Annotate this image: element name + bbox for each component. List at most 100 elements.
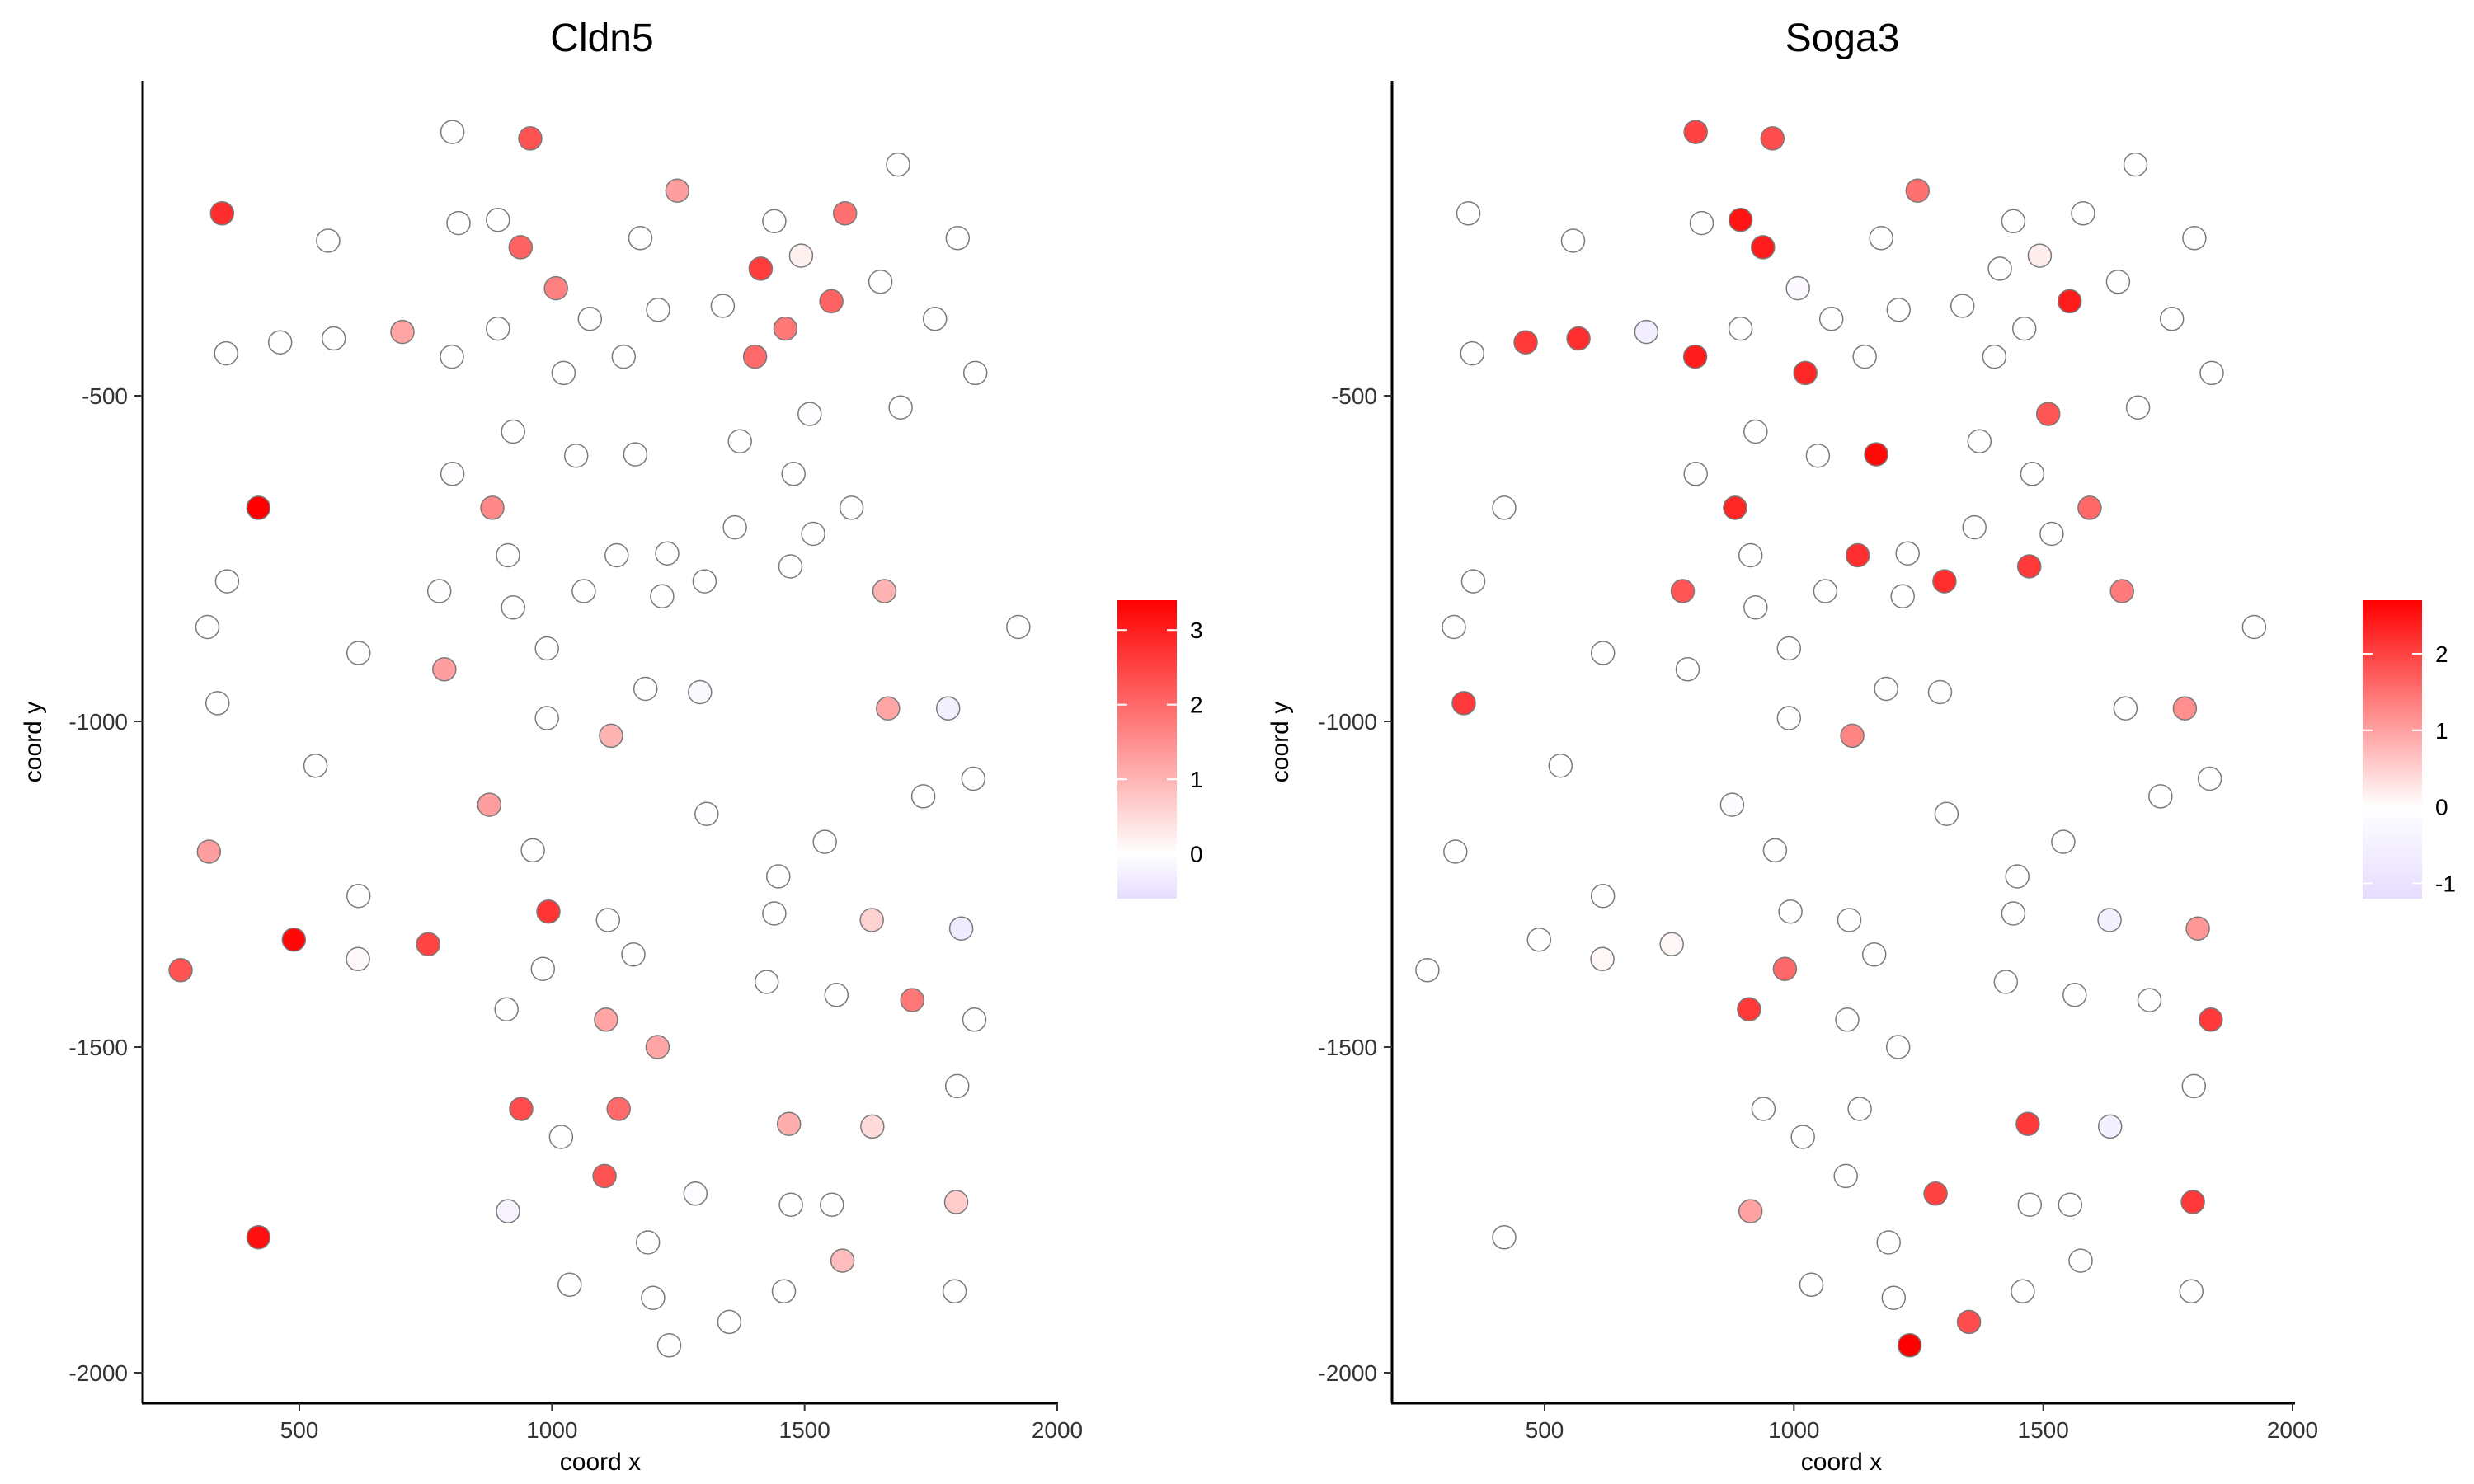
chart-title: Cldn5	[550, 16, 653, 60]
data-point	[440, 462, 465, 486]
x-axis-label: coord x	[1801, 1449, 1882, 1476]
data-point	[1719, 792, 1745, 817]
data-point	[962, 360, 988, 386]
data-point	[501, 419, 525, 444]
data-point	[945, 226, 971, 251]
data-point	[1790, 1125, 1815, 1149]
data-point	[1778, 899, 1803, 924]
data-point	[2071, 201, 2095, 226]
data-point	[778, 1192, 803, 1217]
panel-soga3: Soga3 500 1000 1500 2000 -500 -1000 -1500 -200…	[1267, 16, 2456, 1476]
data-point	[1845, 542, 1870, 568]
data-point	[346, 883, 371, 909]
data-point	[2058, 1192, 2083, 1217]
data-point	[1886, 297, 1912, 322]
data-point	[812, 829, 837, 854]
data-point	[2051, 829, 2076, 854]
data-point	[1762, 838, 1788, 863]
colorbar-tick-label: 1	[2435, 718, 2448, 744]
chart-title: Soga3	[1785, 16, 1900, 60]
data-point	[2109, 579, 2134, 603]
data-point	[1456, 201, 1481, 226]
data-point	[2199, 360, 2224, 386]
data-point	[246, 1224, 271, 1250]
data-point	[1590, 946, 1615, 972]
data-point	[606, 1097, 631, 1121]
data-point	[316, 228, 341, 253]
colorbar-gradient	[2363, 600, 2422, 899]
colorbar-tick-label: 0	[2435, 795, 2448, 820]
data-point	[432, 657, 457, 682]
data-point	[2199, 1007, 2223, 1032]
data-point	[2185, 916, 2210, 941]
data-point	[860, 1114, 885, 1139]
data-point	[2011, 1279, 2035, 1304]
colorbar-ticks: -1 0 1 2	[2363, 641, 2456, 896]
data-point	[486, 316, 510, 341]
y-tick-label: -1500	[68, 1035, 128, 1060]
data-point	[2125, 395, 2151, 420]
data-point	[2113, 696, 2138, 721]
data-point	[943, 1190, 969, 1214]
data-point	[1847, 1097, 1872, 1121]
panel-cldn5: Cldn5 500 1000 1500 2000 -500 -1000 -1500 -200…	[20, 16, 1203, 1476]
data-point	[2035, 402, 2061, 426]
x-tick-label: 1500	[2018, 1417, 2069, 1443]
data-point	[742, 344, 768, 369]
data-point	[635, 1230, 661, 1255]
data-point	[797, 402, 822, 426]
data-point	[2005, 864, 2030, 889]
data-point	[2001, 901, 2026, 926]
data-point	[1451, 691, 1476, 716]
x-tick-label: 500	[1526, 1417, 1564, 1443]
data-point	[824, 983, 849, 1007]
colorbar-tick-label: -1	[2435, 871, 2456, 896]
data-point	[1874, 676, 1898, 702]
data-point	[1905, 178, 1931, 203]
data-point	[486, 207, 510, 232]
data-point	[1492, 1224, 1517, 1250]
y-tick-label: -1000	[1318, 709, 1377, 735]
data-point	[1897, 1333, 1922, 1358]
data-point	[520, 838, 545, 863]
data-point	[2181, 1073, 2207, 1099]
data-point	[2097, 1114, 2123, 1139]
x-tick-label: 1000	[526, 1417, 577, 1443]
data-point	[727, 429, 752, 454]
data-point	[346, 641, 371, 665]
data-point	[1799, 1272, 1824, 1298]
data-point	[426, 579, 452, 603]
data-point	[944, 1073, 970, 1099]
data-point	[722, 514, 747, 540]
data-point	[1460, 569, 1486, 594]
data-point	[321, 326, 346, 351]
data-point	[948, 916, 974, 941]
data-point	[839, 495, 864, 520]
data-point	[748, 256, 774, 281]
y-ticks: -500 -1000 -1500 -2000	[1318, 383, 1392, 1386]
data-point	[2077, 495, 2102, 520]
data-point	[645, 1035, 670, 1059]
data-point	[1956, 1309, 1982, 1335]
data-point	[1881, 1285, 1907, 1310]
data-point	[508, 235, 534, 260]
data-point	[1793, 360, 1818, 386]
data-point	[1876, 1230, 1901, 1255]
data-point	[692, 569, 717, 594]
data-point	[1861, 942, 1887, 967]
data-point	[623, 442, 648, 467]
data-point	[1634, 319, 1659, 345]
data-point	[1590, 641, 1616, 665]
data-point	[2020, 462, 2045, 486]
data-point	[1738, 542, 1763, 568]
data-point	[1590, 883, 1616, 909]
data-point	[246, 495, 271, 520]
data-point	[1751, 1097, 1776, 1121]
data-point	[2182, 226, 2207, 251]
data-point	[1840, 723, 1865, 749]
data-point	[1743, 595, 1768, 620]
x-tick-label: 2000	[1032, 1417, 1083, 1443]
data-point	[766, 864, 791, 889]
data-point	[530, 956, 556, 981]
data-point	[872, 579, 897, 603]
